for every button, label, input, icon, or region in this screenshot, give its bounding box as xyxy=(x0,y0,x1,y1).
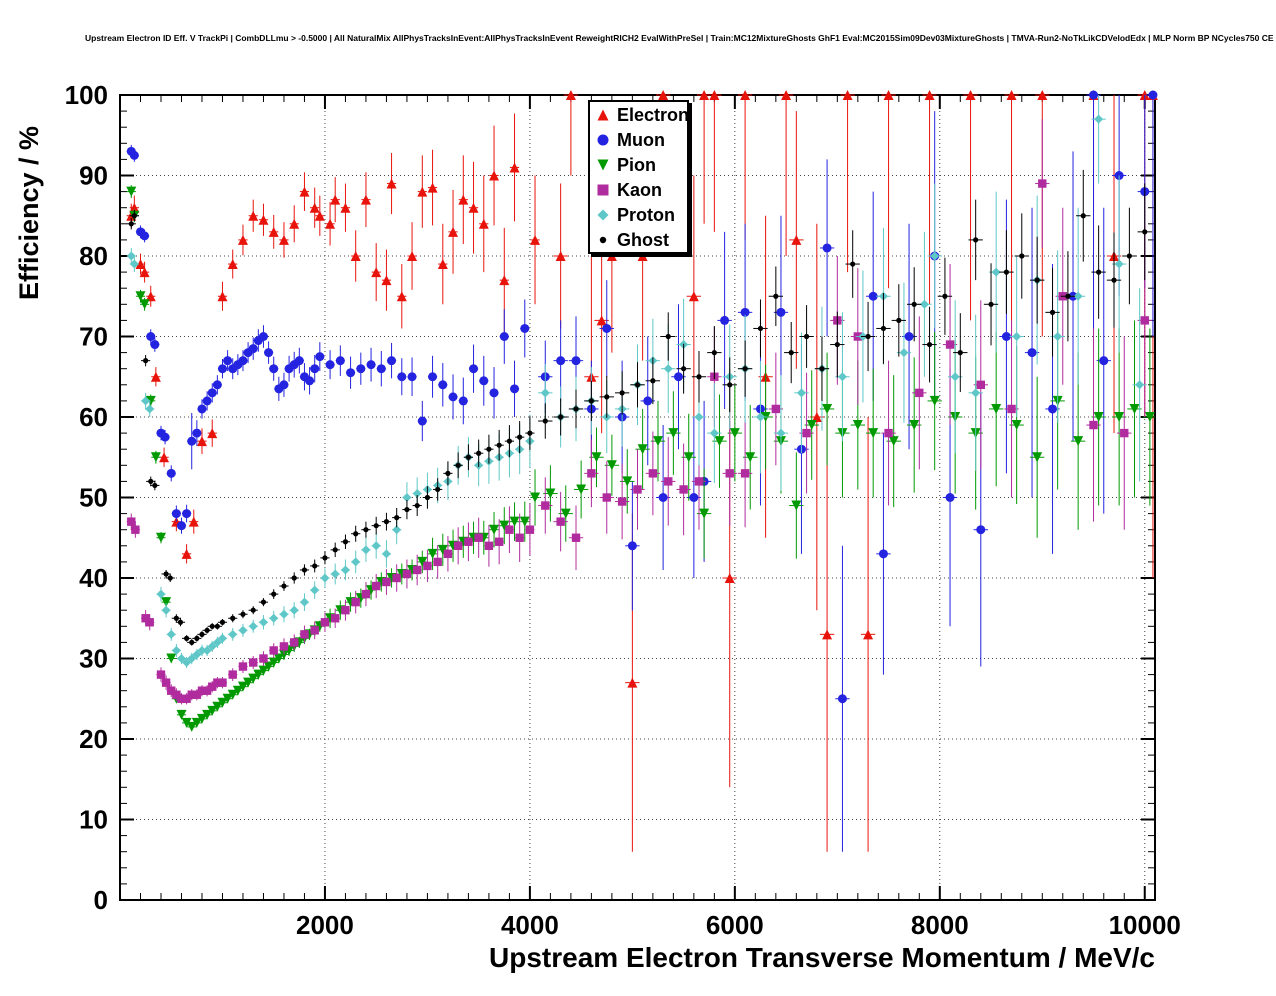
svg-text:70: 70 xyxy=(79,322,108,352)
svg-text:40: 40 xyxy=(79,563,108,593)
axis-tick-labels: 0 10 20 30 40 50 60 70 80 90 100 2000 4000 6000 8000 10… xyxy=(65,80,1181,940)
legend-label-electron: Electron xyxy=(617,104,690,125)
legend-label-proton: Proton xyxy=(617,204,675,225)
muon-marker-icon xyxy=(594,131,612,149)
legend-item-kaon: Kaon xyxy=(590,177,687,202)
ghost-marker-icon xyxy=(594,231,612,249)
svg-text:100: 100 xyxy=(65,80,108,110)
svg-text:50: 50 xyxy=(79,483,108,513)
svg-text:8000: 8000 xyxy=(911,910,969,940)
legend: Electron Muon Pion Kaon Proton Ghost xyxy=(588,100,689,254)
series-ghost xyxy=(126,169,1152,646)
svg-text:60: 60 xyxy=(79,402,108,432)
proton-marker-icon xyxy=(594,206,612,224)
svg-text:30: 30 xyxy=(79,644,108,674)
svg-text:4000: 4000 xyxy=(501,910,559,940)
legend-label-pion: Pion xyxy=(617,154,656,175)
svg-text:10000: 10000 xyxy=(1109,910,1181,940)
legend-label-muon: Muon xyxy=(617,129,665,150)
legend-item-electron: Electron xyxy=(590,102,690,127)
svg-text:10: 10 xyxy=(79,805,108,835)
svg-text:80: 80 xyxy=(79,241,108,271)
svg-text:20: 20 xyxy=(79,724,108,754)
legend-item-ghost: Ghost xyxy=(590,227,687,252)
electron-marker-icon xyxy=(594,106,612,124)
legend-label-kaon: Kaon xyxy=(617,179,662,200)
svg-text:6000: 6000 xyxy=(706,910,764,940)
svg-text:0: 0 xyxy=(94,885,108,915)
legend-label-ghost: Ghost xyxy=(617,229,669,250)
legend-item-pion: Pion xyxy=(590,152,687,177)
kaon-marker-icon xyxy=(594,181,612,199)
pion-marker-icon xyxy=(594,156,612,174)
plot-header-title: Upstream Electron ID Eff. V TrackPi | Co… xyxy=(85,33,1276,43)
x-axis-title: Upstream Electron Transverse Momentum / … xyxy=(489,942,1155,973)
svg-text:2000: 2000 xyxy=(296,910,354,940)
svg-text:90: 90 xyxy=(79,161,108,191)
legend-item-proton: Proton xyxy=(590,202,687,227)
legend-item-muon: Muon xyxy=(590,127,687,152)
